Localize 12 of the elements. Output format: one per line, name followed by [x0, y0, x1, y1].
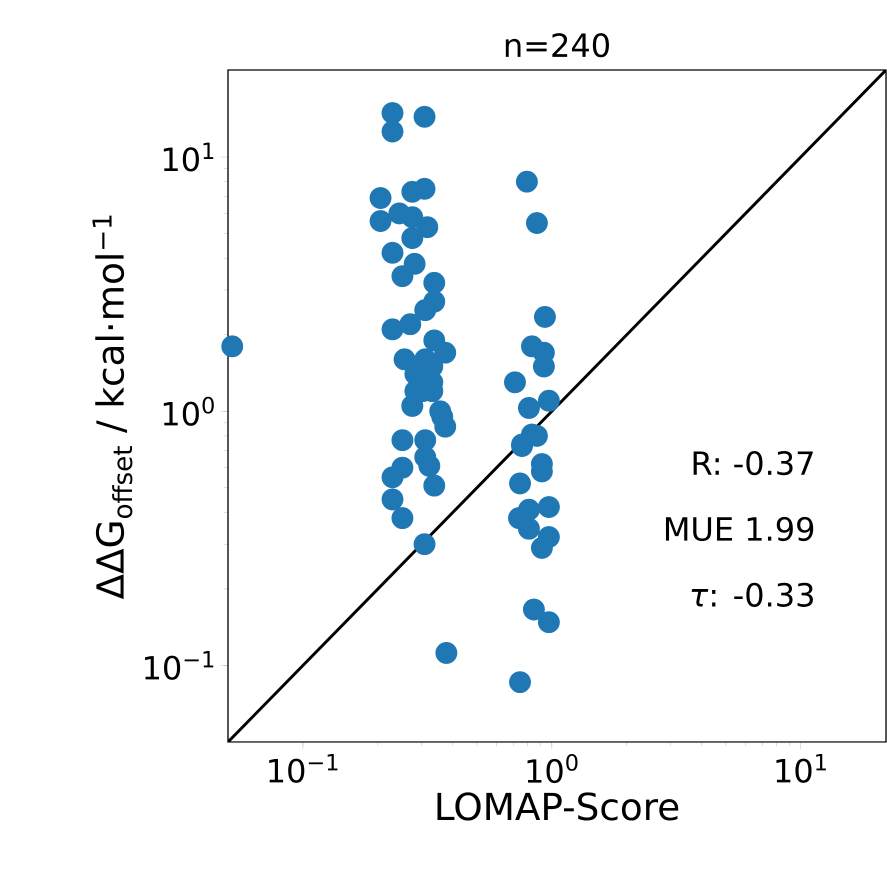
- chart-title: n=240: [506, 33, 609, 58]
- y-tick-label: 10$^{1}$: [164, 142, 214, 172]
- annotation: MUE 1.99: [666, 516, 814, 542]
- x-tick-label: 10$^{−1}$: [269, 754, 338, 783]
- y-axis-title: ΔΔG$_{offset}$ / kcal·mol$^{−1}$: [92, 216, 132, 600]
- x-tick-label: 10$^{1}$: [776, 754, 826, 783]
- x-axis-title: LOMAP-Score: [438, 792, 678, 821]
- y-tick-label: 10$^{−1}$: [145, 651, 214, 680]
- annotation: R: -0.37: [694, 451, 813, 476]
- annotation: τ: -0.33: [692, 582, 813, 607]
- y-tick-label: 10$^{0}$: [164, 396, 214, 426]
- x-tick-label: 10$^{0}$: [528, 754, 578, 784]
